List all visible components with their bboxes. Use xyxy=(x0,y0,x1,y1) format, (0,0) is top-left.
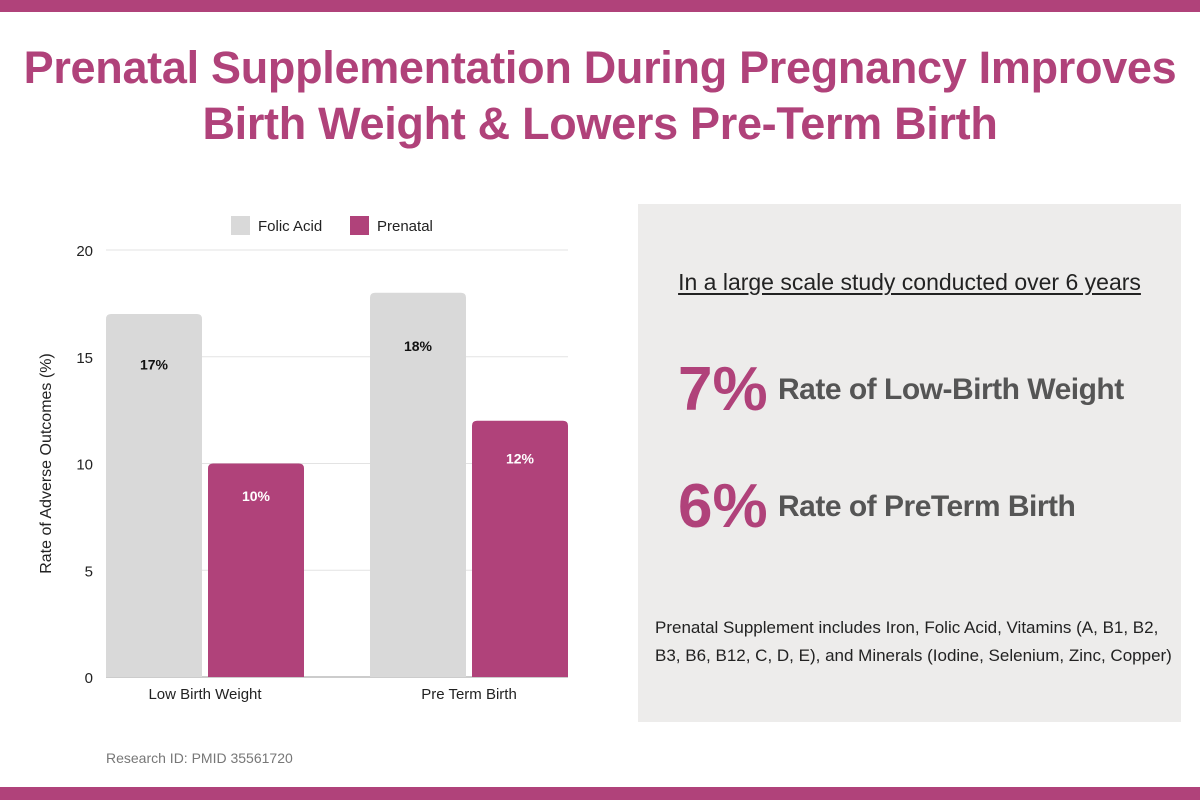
stat-value: 7% xyxy=(678,355,768,424)
stat-preterm-birth: 6% Rate of PreTerm Birth xyxy=(678,471,1076,542)
y-tick-label: 15 xyxy=(76,350,93,367)
y-tick-label: 10 xyxy=(76,457,93,474)
y-tick-label: 5 xyxy=(85,563,93,580)
x-tick-label: Low Birth Weight xyxy=(148,686,262,703)
top-band xyxy=(0,0,1200,12)
page-title: Prenatal Supplementation During Pregnanc… xyxy=(23,42,1177,149)
legend-label: Prenatal xyxy=(377,218,433,235)
legend-swatch xyxy=(231,216,250,235)
bar-prenatal xyxy=(208,463,304,677)
stat-value: 6% xyxy=(678,472,768,541)
data-label: 10% xyxy=(242,488,271,504)
stat-label: Rate of Low-Birth Weight xyxy=(778,372,1124,406)
stat-low-birth-weight: 7% Rate of Low-Birth Weight xyxy=(678,354,1124,425)
data-label: 18% xyxy=(404,338,433,354)
y-tick-label: 20 xyxy=(76,243,93,260)
bar-folic-acid xyxy=(106,314,202,677)
y-tick-label: 0 xyxy=(85,670,93,687)
data-label: 12% xyxy=(506,451,535,467)
bar-prenatal xyxy=(472,420,568,677)
data-label: 17% xyxy=(140,357,169,373)
legend-swatch xyxy=(350,216,369,235)
bar-folic-acid xyxy=(370,292,466,677)
supplement-note: Prenatal Supplement includes Iron, Folic… xyxy=(655,618,1172,665)
research-id: Research ID: PMID 35561720 xyxy=(106,750,293,766)
study-heading: In a large scale study conducted over 6 … xyxy=(678,269,1141,295)
legend-label: Folic Acid xyxy=(258,218,322,235)
info-panel: In a large scale study conducted over 6 … xyxy=(638,204,1181,722)
stat-label: Rate of PreTerm Birth xyxy=(778,489,1076,523)
y-axis-label: Rate of Adverse Outcomes (%) xyxy=(38,353,55,574)
bottom-band xyxy=(0,787,1200,800)
x-tick-label: Pre Term Birth xyxy=(421,686,517,703)
bar-chart: 0 5 10 15 20 Rate of Adverse Outcomes (%) 17% 1… xyxy=(38,216,568,703)
